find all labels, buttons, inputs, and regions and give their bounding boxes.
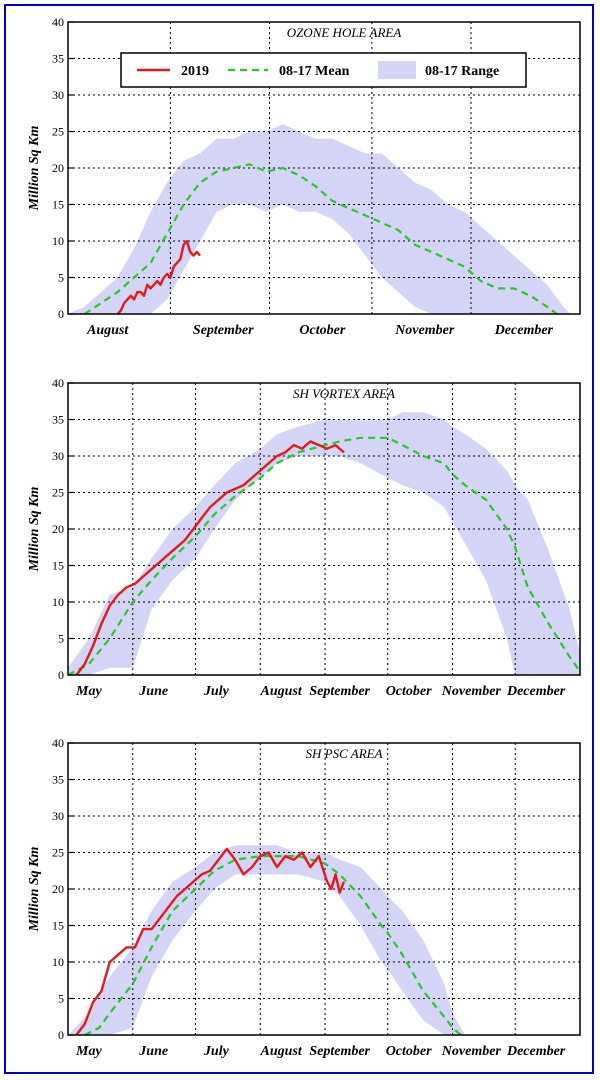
- x-month-label: July: [203, 684, 230, 699]
- series-2019-line: [116, 239, 201, 315]
- y-tick-label: 15: [52, 919, 64, 933]
- y-tick-label: 15: [52, 559, 64, 573]
- series-08-17-range-band: [68, 845, 470, 1035]
- x-month-label: November: [394, 323, 455, 338]
- y-tick-label: 25: [52, 125, 64, 139]
- y-tick-label: 10: [52, 955, 64, 969]
- y-tick-label: 10: [52, 595, 64, 609]
- y-tick-label: 20: [52, 522, 64, 536]
- y-tick-label: 5: [58, 632, 64, 646]
- chart-title: OZONE HOLE AREA: [287, 25, 402, 40]
- y-tick-label: 30: [52, 449, 64, 463]
- chart-panel-3: 0 5 10 15 20 25 30 35 40 Million Sq Km May June July…: [27, 736, 581, 1059]
- y-tick-label: 35: [52, 413, 64, 427]
- x-month-label: October: [386, 1044, 432, 1059]
- x-month-label: November: [441, 684, 502, 699]
- x-month-label: September: [193, 323, 254, 338]
- legend-label-mean: 08-17 Mean: [279, 64, 350, 79]
- y-axis-label: Million Sq Km: [27, 486, 42, 572]
- x-month-label: May: [75, 684, 102, 699]
- x-month-label: September: [309, 1044, 370, 1059]
- y-tick-label: 25: [52, 846, 64, 860]
- y-axis-label: Million Sq Km: [27, 125, 42, 211]
- series-08-17-mean-line: [83, 163, 558, 315]
- series-08-17-range-band: [68, 124, 571, 314]
- x-month-label: June: [138, 1044, 168, 1059]
- x-month-label: December: [506, 1044, 566, 1059]
- y-tick-label: 40: [52, 736, 64, 750]
- y-tick-label: 40: [52, 15, 64, 29]
- y-tick-label: 35: [52, 52, 64, 66]
- series-08-17-mean-line: [67, 436, 581, 676]
- chart-title: SH PSC AREA: [305, 746, 382, 761]
- x-month-label: November: [441, 1044, 502, 1059]
- chart-panel-1: 0 5 10 15 20 25 30 35 40 Million Sq Km August Septe…: [27, 15, 581, 338]
- y-tick-label: 30: [52, 809, 64, 823]
- y-tick-label: 20: [52, 161, 64, 175]
- x-month-label: December: [494, 323, 554, 338]
- legend: 2019 08-17 Mean 08-17 Range: [120, 52, 527, 88]
- y-tick-label: 25: [52, 486, 64, 500]
- series-2019-line: [75, 847, 346, 1036]
- legend-box: [120, 52, 527, 88]
- x-month-label: August: [260, 684, 303, 699]
- x-month-label: July: [203, 1044, 230, 1059]
- y-tick-label: 5: [58, 271, 64, 285]
- x-month-label: October: [299, 323, 345, 338]
- legend-swatch-range: [378, 61, 416, 79]
- series-08-17-range-band: [68, 412, 580, 675]
- y-tick-label: 20: [52, 882, 64, 896]
- x-month-label: August: [86, 323, 129, 338]
- legend-label-2019: 2019: [181, 64, 209, 79]
- figure-frame: [4, 4, 594, 1074]
- x-month-label: December: [506, 684, 566, 699]
- y-axis-label: Million Sq Km: [27, 846, 42, 932]
- y-tick-label: 30: [52, 88, 64, 102]
- y-tick-label: 0: [58, 668, 64, 682]
- y-tick-label: 5: [58, 992, 64, 1006]
- x-month-label: June: [138, 684, 168, 699]
- chart-panel-2: 0 5 10 15 20 25 30 35 40 Million Sq Km May June July…: [27, 376, 581, 699]
- x-month-label: October: [386, 684, 432, 699]
- x-month-label: May: [75, 1044, 102, 1059]
- y-tick-label: 0: [58, 1028, 64, 1042]
- chart-title: SH VORTEX AREA: [293, 386, 395, 401]
- y-tick-label: 10: [52, 234, 64, 248]
- y-tick-label: 40: [52, 376, 64, 390]
- y-tick-label: 35: [52, 773, 64, 787]
- legend-label-range: 08-17 Range: [425, 64, 499, 79]
- y-tick-label: 0: [58, 307, 64, 321]
- x-month-label: August: [260, 1044, 303, 1059]
- x-month-label: September: [309, 684, 370, 699]
- series-2019-line: [75, 440, 345, 676]
- y-tick-label: 15: [52, 198, 64, 212]
